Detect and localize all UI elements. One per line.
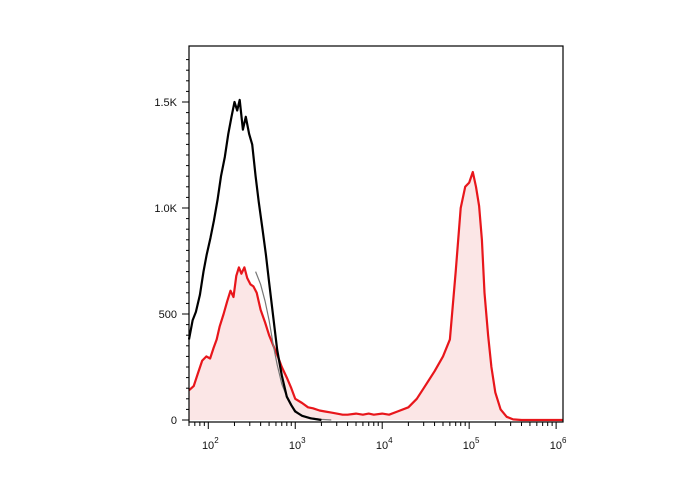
series-2-fill [189, 172, 563, 420]
y-tick-label: 500 [159, 309, 177, 321]
x-tick-base: 10 [289, 440, 301, 452]
y-tick-label: 1.0K [154, 203, 177, 215]
x-tick-exponent: 4 [388, 436, 393, 445]
x-tick-base: 10 [463, 440, 475, 452]
x-tick-base: 10 [202, 440, 214, 452]
y-tick-label: 1.5K [154, 97, 177, 109]
x-tick-label: 104 [376, 436, 393, 452]
series-2-line [188, 170, 563, 422]
plot-frame [188, 45, 564, 423]
x-tick-exponent: 2 [214, 436, 219, 445]
y-tick-label: 0 [171, 415, 177, 427]
x-tick-base: 10 [376, 440, 388, 452]
series-0-line [187, 98, 322, 422]
x-tick-label: 103 [289, 436, 306, 452]
x-tick-label: 105 [463, 436, 480, 452]
series-layer [187, 98, 563, 422]
x-tick-exponent: 5 [475, 436, 480, 445]
x-tick-label: 106 [550, 436, 567, 452]
x-tick-exponent: 6 [562, 436, 567, 445]
y-axis: 0 500 1.0K 1.5K [154, 59, 189, 427]
x-tick-label: 102 [202, 436, 219, 452]
x-tick-exponent: 3 [301, 436, 306, 445]
x-axis: 102 103 104 105 106 [188, 422, 567, 452]
x-tick-base: 10 [550, 440, 562, 452]
